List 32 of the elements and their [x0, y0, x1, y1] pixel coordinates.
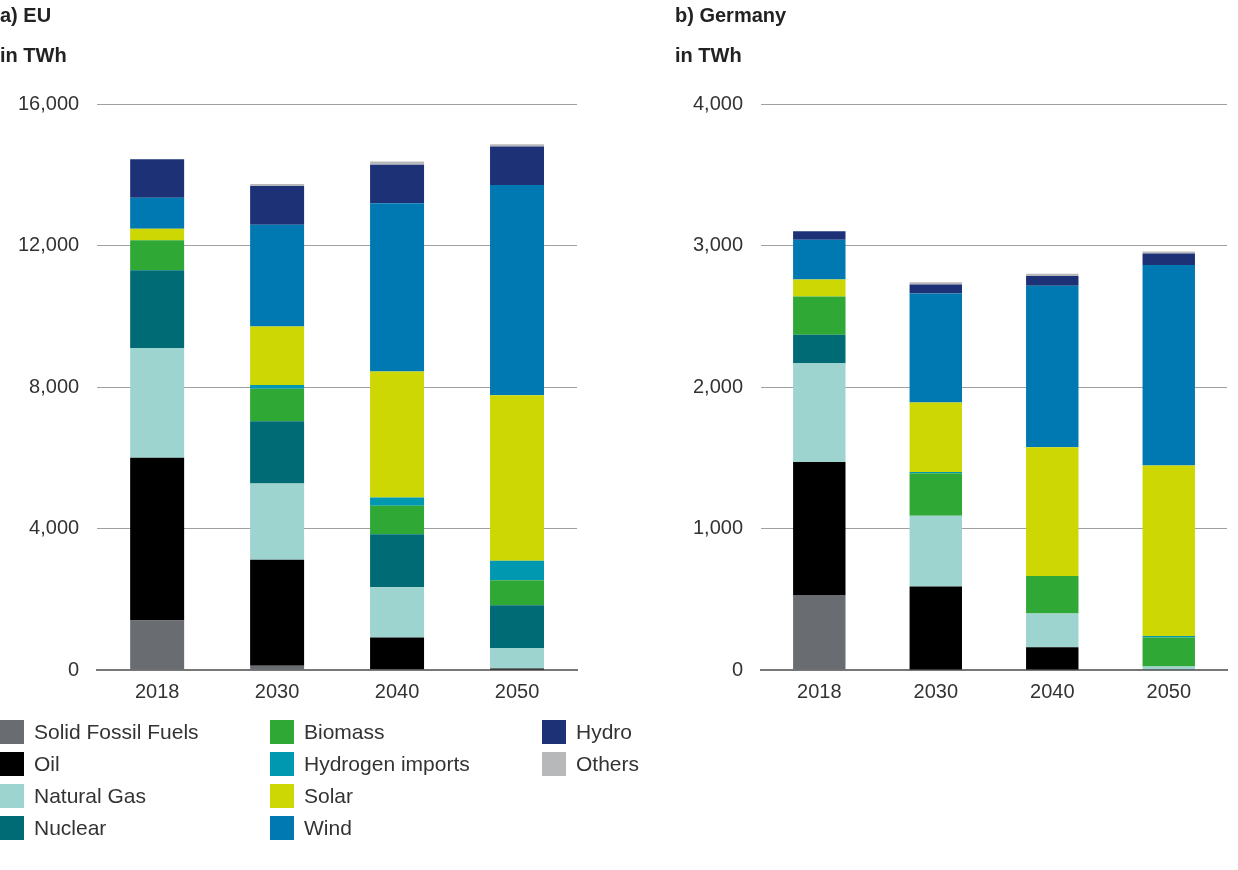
legend-label: Others [576, 752, 640, 776]
y-axis-title: in TWh [0, 43, 68, 68]
legend-label: Solar [304, 784, 354, 808]
chart-title: b) Germany [675, 3, 788, 28]
legend-label: Natural Gas [34, 784, 147, 808]
y-tick-label: 4,000 [29, 516, 80, 539]
legend-label: Hydrogen imports [304, 752, 470, 776]
y-tick-label: 16,000 [18, 91, 80, 114]
y-tick-label: 0 [68, 657, 80, 680]
legend-label: Biomass [304, 720, 385, 744]
x-tick-label: 2050 [1146, 679, 1192, 702]
y-tick-label: 4,000 [692, 91, 744, 114]
legend-label: Oil [34, 752, 60, 776]
y-tick-label: 1,000 [692, 516, 744, 539]
legend-label: Hydro [576, 720, 633, 744]
x-tick-label: 2018 [797, 679, 842, 702]
y-tick-label: 12,000 [18, 233, 80, 256]
y-axis-title: in TWh [675, 43, 743, 68]
legend-label: Nuclear [34, 816, 107, 840]
x-tick-label: 2018 [134, 679, 180, 702]
x-tick-label: 2040 [374, 679, 420, 702]
chart-title: a) EU [0, 3, 53, 28]
x-tick-label: 2040 [1030, 679, 1075, 702]
y-tick-label: 0 [731, 657, 744, 680]
y-tick-label: 3,000 [692, 233, 744, 256]
y-tick-label: 2,000 [692, 374, 744, 397]
legend-label: Solid Fossil Fuels [34, 720, 199, 744]
x-tick-label: 2030 [913, 679, 959, 702]
legend-label: Wind [304, 816, 352, 840]
x-tick-label: 2050 [494, 679, 540, 702]
x-tick-label: 2030 [254, 679, 300, 702]
y-tick-label: 8,000 [29, 374, 80, 397]
